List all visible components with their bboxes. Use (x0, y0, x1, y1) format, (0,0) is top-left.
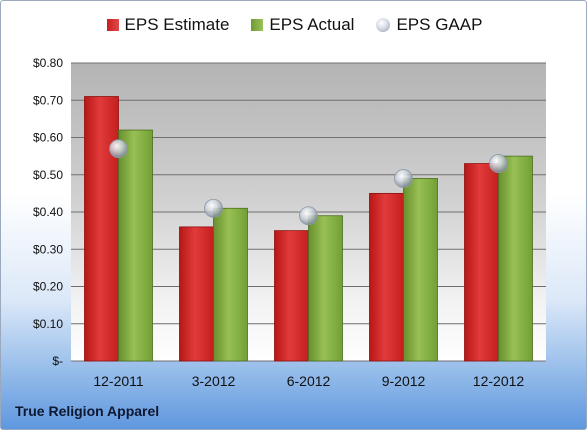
bar-eps-actual (118, 129, 153, 362)
bar-eps-actual (308, 215, 343, 362)
marker-eps-gaap (299, 206, 318, 226)
x-tick-label: 6-2012 (287, 373, 331, 389)
bar-eps-estimate (464, 163, 499, 362)
legend-label-estimate: EPS Estimate (124, 15, 230, 34)
bar-eps-estimate (274, 230, 309, 362)
y-tick-label: $0.80 (33, 56, 63, 70)
y-tick-label: $0.40 (33, 205, 63, 219)
y-tick-label: $0.30 (33, 242, 63, 256)
company-name: True Religion Apparel (15, 403, 160, 419)
legend-label-actual: EPS Actual (269, 15, 355, 34)
y-tick-label: $0.20 (33, 280, 63, 294)
x-tick-label: 9-2012 (382, 373, 426, 389)
bar-eps-actual (403, 178, 438, 362)
marker-eps-gaap (204, 198, 223, 218)
legend-item-estimate: EPS Estimate (106, 15, 230, 35)
legend-item-actual: EPS Actual (251, 15, 354, 35)
x-tick-label: 12-2012 (473, 373, 525, 389)
y-tick-label: $0.60 (33, 131, 63, 145)
legend-swatch-actual (251, 19, 264, 31)
y-tick-label: $- (52, 354, 63, 368)
y-tick-label: $0.70 (33, 93, 63, 107)
marker-eps-gaap (489, 154, 508, 173)
legend-swatch-estimate (106, 19, 119, 31)
bar-eps-estimate (179, 226, 214, 362)
x-tick-label: 3-2012 (192, 373, 236, 389)
bar-eps-actual (498, 155, 533, 362)
chart-legend: EPS Estimate EPS Actual EPS GAAP (1, 15, 586, 35)
bar-eps-actual (213, 207, 248, 362)
marker-eps-gaap (394, 169, 413, 188)
bar-eps-estimate (84, 96, 119, 362)
bar-eps-estimate (369, 192, 404, 362)
legend-swatch-gaap (376, 18, 391, 32)
marker-eps-gaap (109, 139, 128, 159)
y-tick-label: $0.50 (33, 168, 63, 182)
legend-label-gaap: EPS GAAP (396, 15, 483, 34)
legend-item-gaap: EPS GAAP (376, 15, 482, 35)
x-tick-label: 12-2011 (93, 373, 144, 389)
y-tick-label: $0.10 (33, 317, 63, 331)
